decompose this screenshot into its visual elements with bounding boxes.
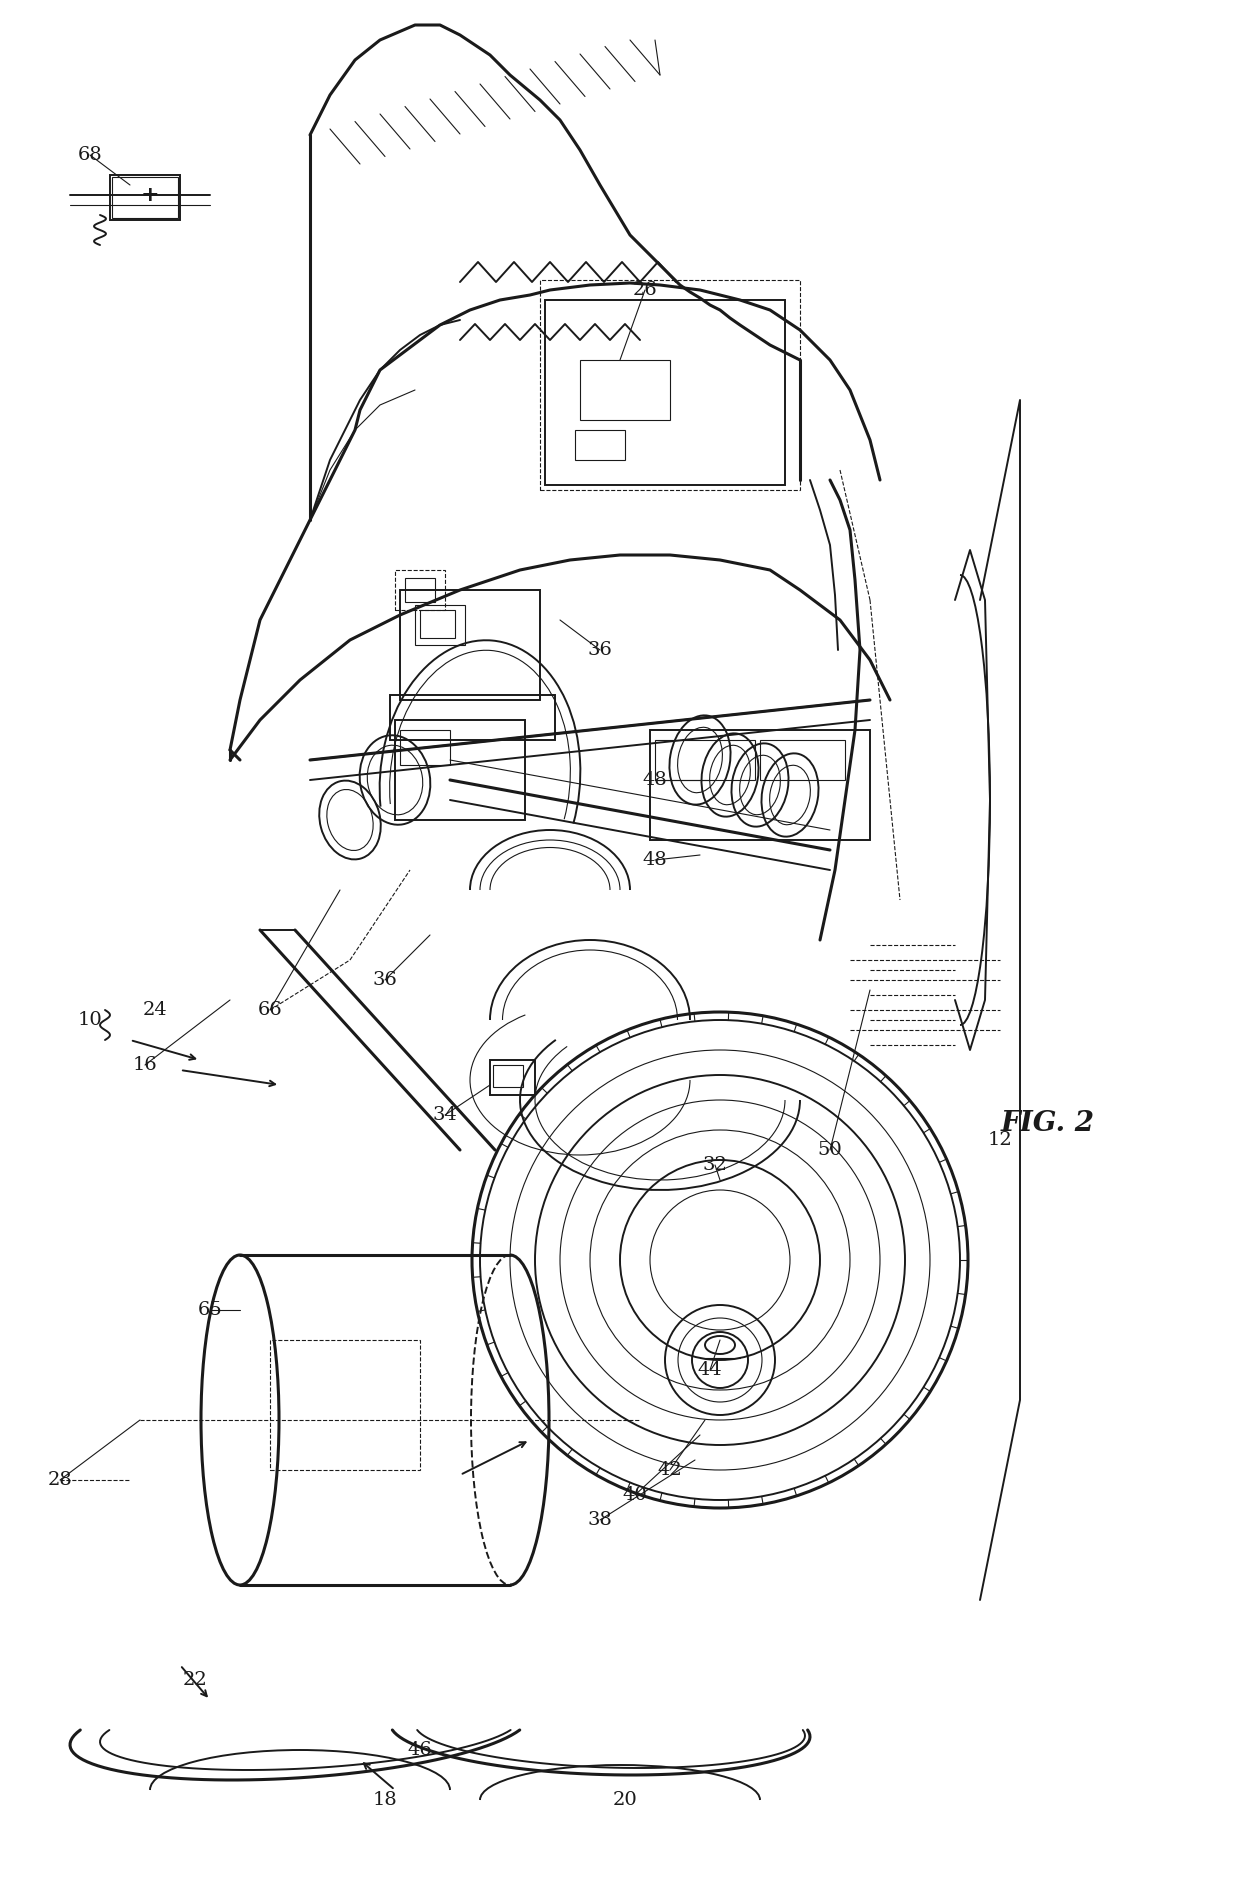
Text: 10: 10 [78, 1010, 103, 1029]
Bar [575, 430, 625, 461]
Bar [490, 1059, 534, 1095]
Bar [110, 176, 180, 221]
Bar [415, 604, 465, 646]
Bar [396, 570, 445, 610]
Text: 24: 24 [143, 1001, 167, 1020]
Bar [546, 300, 785, 485]
Bar [494, 1065, 523, 1087]
Text: 36: 36 [588, 642, 613, 659]
Bar [580, 361, 670, 419]
Text: 42: 42 [657, 1461, 682, 1478]
Bar [655, 740, 755, 780]
Bar [650, 731, 870, 840]
Bar [405, 578, 435, 602]
Text: 20: 20 [613, 1792, 637, 1809]
Bar [396, 719, 525, 819]
Text: 50: 50 [817, 1140, 842, 1159]
Text: 68: 68 [78, 145, 103, 164]
Text: 48: 48 [642, 770, 667, 789]
Text: 34: 34 [433, 1106, 458, 1123]
Text: +: + [140, 185, 159, 206]
Bar [420, 610, 455, 638]
Text: 12: 12 [987, 1131, 1012, 1150]
Text: 36: 36 [372, 970, 398, 989]
Bar [760, 740, 844, 780]
Text: FIG. 2: FIG. 2 [1001, 1110, 1095, 1137]
Bar [539, 279, 800, 491]
Bar [401, 731, 450, 765]
Bar [112, 177, 179, 217]
Bar [270, 1340, 420, 1471]
Text: 46: 46 [408, 1741, 433, 1760]
Text: 28: 28 [47, 1471, 72, 1490]
Text: 22: 22 [182, 1671, 207, 1690]
Text: 18: 18 [373, 1792, 397, 1809]
Bar [401, 589, 539, 700]
Text: 40: 40 [622, 1486, 647, 1505]
Bar [391, 695, 556, 740]
Text: 44: 44 [698, 1361, 723, 1378]
Text: 32: 32 [703, 1155, 728, 1174]
Text: 66: 66 [258, 1001, 283, 1020]
Text: 48: 48 [642, 851, 667, 868]
Text: 26: 26 [632, 281, 657, 298]
Text: 16: 16 [133, 1055, 157, 1074]
Text: 65: 65 [197, 1301, 222, 1320]
Text: 38: 38 [588, 1510, 613, 1529]
